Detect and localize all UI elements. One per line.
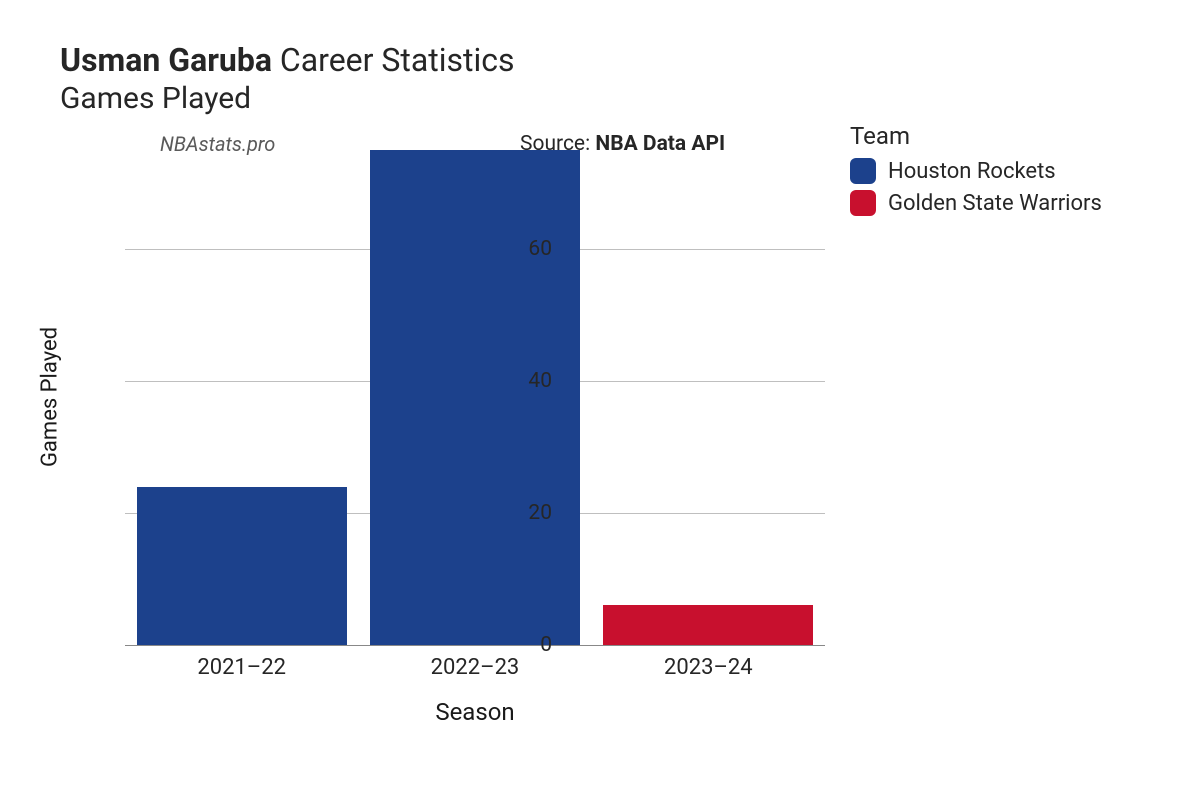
legend: Team Houston Rockets Golden State Warrior… [850, 122, 1102, 222]
chart-title-line2: Games Played [60, 80, 1170, 118]
y-tick-label: 0 [492, 633, 552, 657]
bar-2022–23 [370, 150, 580, 645]
y-axis-title: Games Played [38, 327, 63, 467]
x-tick-label: 2021–22 [197, 655, 286, 680]
bar-2023–24 [603, 605, 813, 645]
x-tick-label: 2023–24 [664, 655, 753, 680]
legend-label: Golden State Warriors [888, 191, 1102, 216]
title-player-name: Usman Garuba [60, 41, 272, 79]
y-tick-label: 20 [492, 501, 552, 525]
title-suffix: Career Statistics [280, 41, 515, 79]
chart-title-line1: Usman Garuba Career Statistics [60, 40, 1170, 80]
plot-area [125, 150, 825, 645]
plot-wrap: Games Played Season Team Houston Rockets… [30, 150, 1170, 750]
y-tick-label: 40 [492, 369, 552, 393]
legend-title: Team [850, 122, 1102, 150]
legend-swatch-icon [850, 190, 876, 216]
legend-item-gsw: Golden State Warriors [850, 190, 1102, 216]
bar-2021–22 [137, 487, 347, 645]
x-axis-title: Season [435, 698, 514, 726]
chart-container: Usman Garuba Career Statistics Games Pla… [0, 0, 1200, 800]
legend-label: Houston Rockets [888, 159, 1056, 184]
y-tick-label: 60 [492, 237, 552, 261]
legend-item-hou: Houston Rockets [850, 158, 1102, 184]
x-axis-baseline [125, 645, 825, 647]
chart-title-block: Usman Garuba Career Statistics Games Pla… [60, 40, 1170, 118]
x-tick-label: 2022–23 [431, 655, 520, 680]
legend-swatch-icon [850, 158, 876, 184]
legend-items: Houston Rockets Golden State Warriors [850, 158, 1102, 216]
